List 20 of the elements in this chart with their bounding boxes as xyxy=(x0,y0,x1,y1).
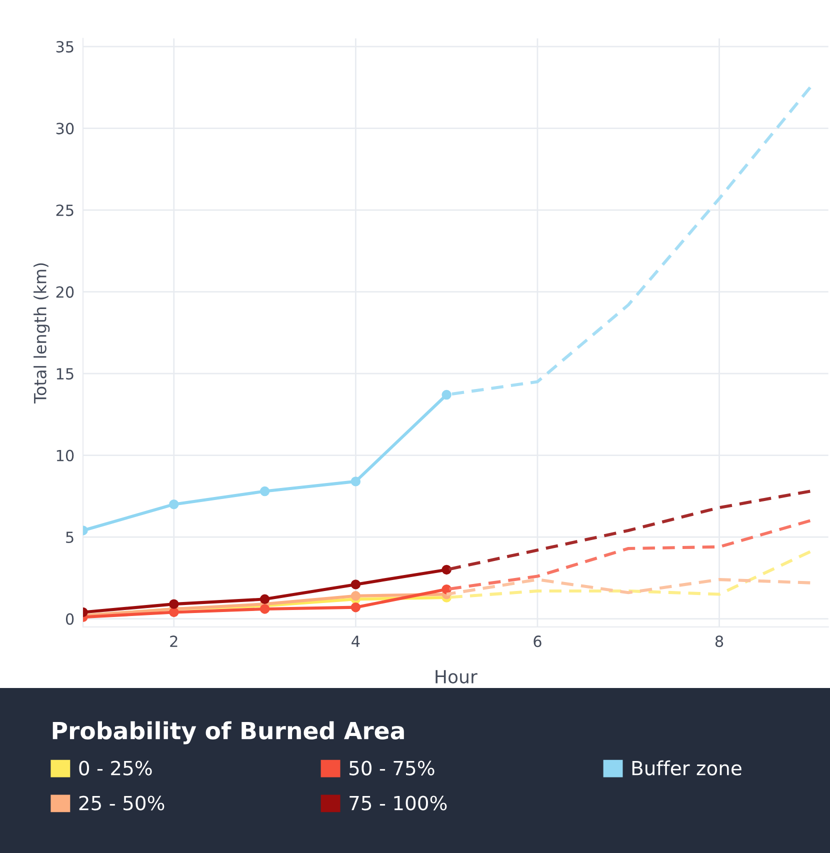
y-tick-label: 15 xyxy=(56,368,74,380)
x-tick-label: 2 xyxy=(170,636,178,647)
x-tick-label: 8 xyxy=(715,636,724,648)
y-tick-label: 20 xyxy=(56,286,74,298)
x-tick-label: 4 xyxy=(352,636,360,647)
legend-title: Probability of Burned Area xyxy=(52,721,404,744)
legend-label: 0 - 25% xyxy=(79,760,152,776)
legend-label: 50 - 75% xyxy=(350,760,434,776)
x-tick-label: 6 xyxy=(534,636,542,648)
y-tick-label: 25 xyxy=(56,204,74,216)
legend-label: 75 - 100% xyxy=(350,796,447,810)
y-axis-title: Total length (km) xyxy=(34,263,50,404)
y-tick-label: 5 xyxy=(66,532,74,544)
legend-label: 25 - 50% xyxy=(79,796,164,810)
x-axis-title: Hour xyxy=(436,670,478,684)
legend-label: Buffer zone xyxy=(632,760,742,776)
y-tick-label: 0 xyxy=(66,613,74,625)
y-tick-label: 30 xyxy=(56,122,74,134)
y-tick-label: 35 xyxy=(56,41,74,53)
y-tick-label: 10 xyxy=(56,450,74,462)
